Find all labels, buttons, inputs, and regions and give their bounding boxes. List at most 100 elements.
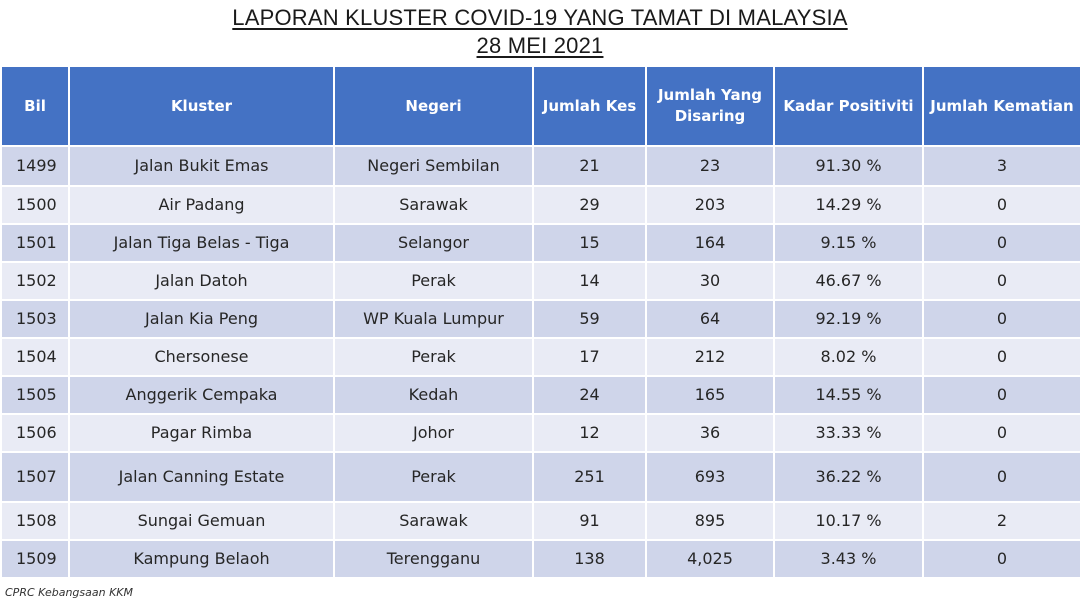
table-body: 1499 Jalan Bukit Emas Negeri Sembilan 21 23 9… [0, 145, 1080, 579]
cell-negeri: Terengganu [333, 539, 534, 579]
cell-kadar-positiviti: 3.43 % [773, 539, 924, 579]
cell-jumlah-kematian: 0 [922, 337, 1080, 377]
cell-kadar-positiviti: 8.02 % [773, 337, 924, 377]
header-bil: Bil [0, 65, 70, 147]
header-jumlah-kematian: Jumlah Kematian [922, 65, 1080, 147]
cell-jumlah-kematian: 0 [922, 223, 1080, 263]
cell-bil: 1505 [0, 375, 70, 415]
cell-jumlah-kes: 15 [532, 223, 647, 263]
cell-bil: 1503 [0, 299, 70, 339]
cell-kadar-positiviti: 92.19 % [773, 299, 924, 339]
cell-jumlah-kematian: 2 [922, 501, 1080, 541]
cell-kadar-positiviti: 33.33 % [773, 413, 924, 453]
cell-negeri: Perak [333, 261, 534, 301]
cell-bil: 1502 [0, 261, 70, 301]
table-row: 1499 Jalan Bukit Emas Negeri Sembilan 21 23 9… [0, 145, 1080, 187]
cell-jumlah-disaring: 164 [645, 223, 775, 263]
cell-kluster: Jalan Datoh [68, 261, 335, 301]
cell-negeri: Sarawak [333, 501, 534, 541]
cell-jumlah-kematian: 0 [922, 261, 1080, 301]
cell-negeri: Perak [333, 451, 534, 503]
cell-jumlah-kematian: 3 [922, 145, 1080, 187]
cell-jumlah-kes: 21 [532, 145, 647, 187]
cell-negeri: Negeri Sembilan [333, 145, 534, 187]
cell-bil: 1506 [0, 413, 70, 453]
cell-jumlah-disaring: 693 [645, 451, 775, 503]
cell-negeri: Johor [333, 413, 534, 453]
cell-negeri: Perak [333, 337, 534, 377]
table-row: 1503 Jalan Kia Peng WP Kuala Lumpur 59 64 92.… [0, 299, 1080, 339]
cell-jumlah-disaring: 203 [645, 185, 775, 225]
cell-kluster: Chersonese [68, 337, 335, 377]
header-jumlah-kes: Jumlah Kes [532, 65, 647, 147]
cell-jumlah-disaring: 64 [645, 299, 775, 339]
header-negeri: Negeri [333, 65, 534, 147]
cell-jumlah-kematian: 0 [922, 413, 1080, 453]
cell-jumlah-kes: 91 [532, 501, 647, 541]
cell-kadar-positiviti: 10.17 % [773, 501, 924, 541]
source-note: CPRC Kebangsaan KKM [5, 586, 133, 599]
cluster-table: Bil Kluster Negeri Jumlah Kes Jumlah Yang Di… [0, 65, 1080, 579]
cell-bil: 1500 [0, 185, 70, 225]
cell-jumlah-kes: 251 [532, 451, 647, 503]
table-row: 1502 Jalan Datoh Perak 14 30 46.67 % 0 [0, 261, 1080, 301]
cell-jumlah-disaring: 30 [645, 261, 775, 301]
cell-jumlah-kes: 138 [532, 539, 647, 579]
cell-kluster: Jalan Kia Peng [68, 299, 335, 339]
report-title-block: LAPORAN KLUSTER COVID-19 YANG TAMAT DI M… [0, 4, 1080, 60]
header-jumlah-disaring: Jumlah Yang Disaring [645, 65, 775, 147]
cell-jumlah-kematian: 0 [922, 299, 1080, 339]
cell-jumlah-kes: 59 [532, 299, 647, 339]
table-header: Bil Kluster Negeri Jumlah Kes Jumlah Yang Di… [0, 65, 1080, 147]
cell-jumlah-kes: 12 [532, 413, 647, 453]
cell-kluster: Jalan Bukit Emas [68, 145, 335, 187]
cell-kluster: Jalan Canning Estate [68, 451, 335, 503]
cell-bil: 1507 [0, 451, 70, 503]
cell-bil: 1504 [0, 337, 70, 377]
header-kadar-positiviti: Kadar Positiviti [773, 65, 924, 147]
cell-jumlah-disaring: 23 [645, 145, 775, 187]
cell-jumlah-kes: 17 [532, 337, 647, 377]
table-row: 1500 Air Padang Sarawak 29 203 14.29 % 0 [0, 185, 1080, 225]
cell-jumlah-kes: 29 [532, 185, 647, 225]
cell-jumlah-disaring: 165 [645, 375, 775, 415]
cell-jumlah-disaring: 36 [645, 413, 775, 453]
cell-jumlah-kematian: 0 [922, 185, 1080, 225]
cell-jumlah-kematian: 0 [922, 539, 1080, 579]
cell-kluster: Air Padang [68, 185, 335, 225]
table-row: 1504 Chersonese Perak 17 212 8.02 % 0 [0, 337, 1080, 377]
cell-kadar-positiviti: 46.67 % [773, 261, 924, 301]
cell-jumlah-kematian: 0 [922, 451, 1080, 503]
cell-kadar-positiviti: 14.55 % [773, 375, 924, 415]
cell-jumlah-kematian: 0 [922, 375, 1080, 415]
cell-kadar-positiviti: 9.15 % [773, 223, 924, 263]
cell-bil: 1501 [0, 223, 70, 263]
cell-kluster: Sungai Gemuan [68, 501, 335, 541]
table-row: 1506 Pagar Rimba Johor 12 36 33.33 % 0 [0, 413, 1080, 453]
cell-kadar-positiviti: 91.30 % [773, 145, 924, 187]
cell-kluster: Kampung Belaoh [68, 539, 335, 579]
cell-kluster: Anggerik Cempaka [68, 375, 335, 415]
report-title: LAPORAN KLUSTER COVID-19 YANG TAMAT DI M… [232, 5, 848, 30]
cell-negeri: WP Kuala Lumpur [333, 299, 534, 339]
cell-negeri: Sarawak [333, 185, 534, 225]
cell-kluster: Pagar Rimba [68, 413, 335, 453]
table-row: 1505 Anggerik Cempaka Kedah 24 165 14.55 % 0 [0, 375, 1080, 415]
cell-negeri: Kedah [333, 375, 534, 415]
table-row: 1507 Jalan Canning Estate Perak 251 693 36.22… [0, 451, 1080, 503]
cell-kadar-positiviti: 14.29 % [773, 185, 924, 225]
table-row: 1509 Kampung Belaoh Terengganu 138 4,025 3.43… [0, 539, 1080, 579]
cell-kadar-positiviti: 36.22 % [773, 451, 924, 503]
cell-bil: 1499 [0, 145, 70, 187]
report-date: 28 MEI 2021 [476, 33, 604, 58]
cell-kluster: Jalan Tiga Belas - Tiga [68, 223, 335, 263]
cell-jumlah-kes: 24 [532, 375, 647, 415]
header-row: Bil Kluster Negeri Jumlah Kes Jumlah Yang Di… [0, 65, 1080, 147]
header-kluster: Kluster [68, 65, 335, 147]
table-row: 1501 Jalan Tiga Belas - Tiga Selangor 15 164… [0, 223, 1080, 263]
table-row: 1508 Sungai Gemuan Sarawak 91 895 10.17 % 2 [0, 501, 1080, 541]
cell-jumlah-disaring: 4,025 [645, 539, 775, 579]
cell-bil: 1508 [0, 501, 70, 541]
cell-jumlah-disaring: 895 [645, 501, 775, 541]
cell-negeri: Selangor [333, 223, 534, 263]
